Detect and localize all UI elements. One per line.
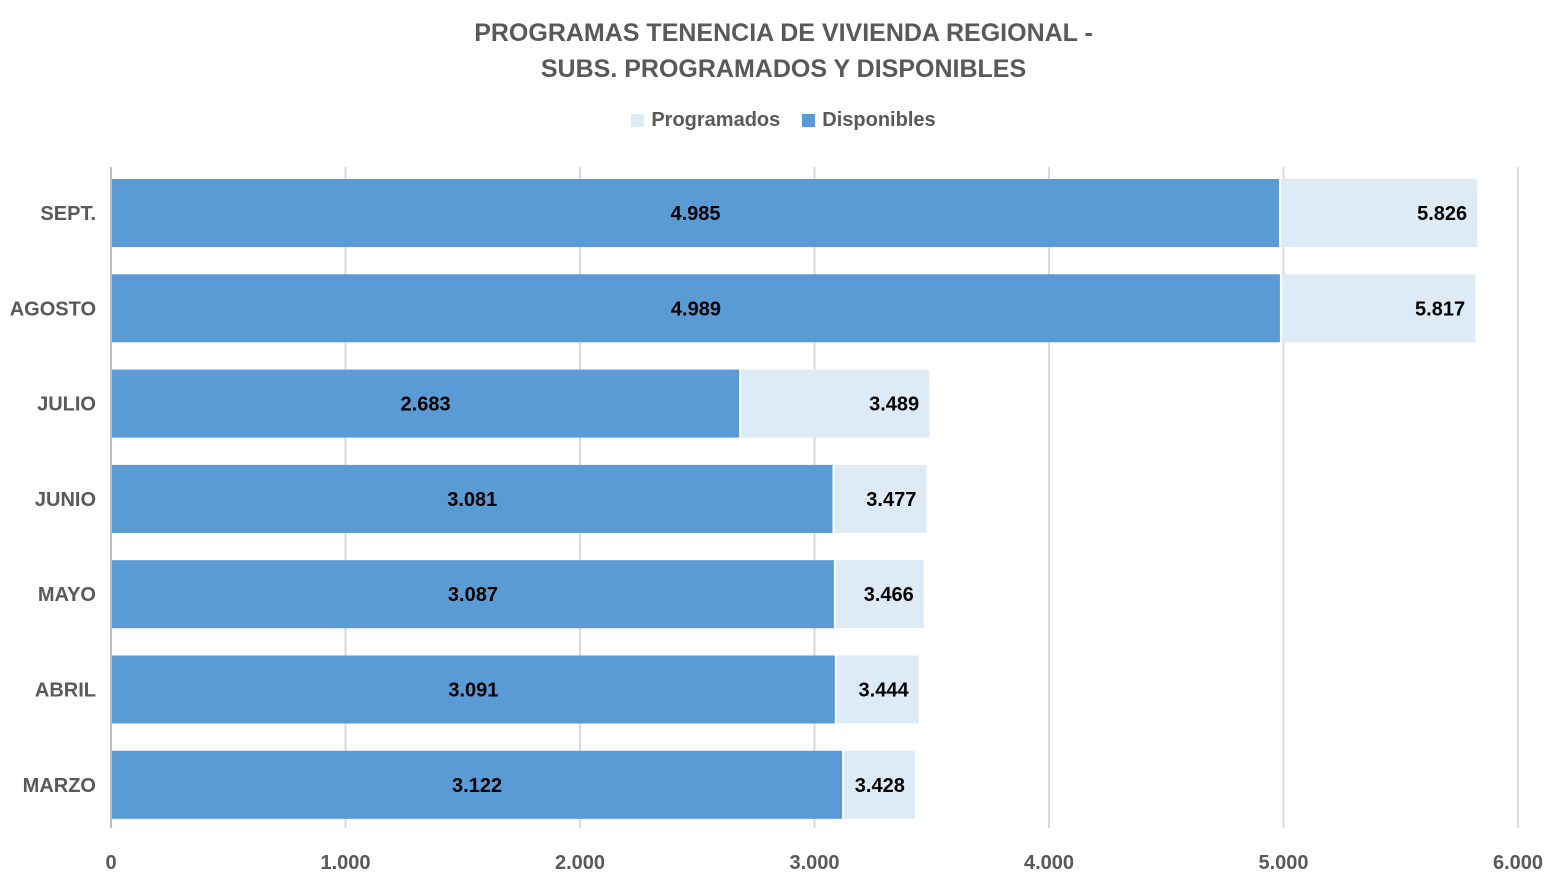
legend-item-disponibles: Disponibles	[802, 109, 936, 132]
legend-label-programados: Programados	[651, 109, 781, 131]
data-label-programados: 3.477	[866, 489, 916, 511]
data-label-programados: 5.817	[1415, 298, 1465, 320]
chart-title-line-1: PROGRAMAS TENENCIA DE VIVIENDA REGIONAL …	[474, 19, 1093, 47]
legend-item-programados: Programados	[631, 109, 780, 132]
chart-title-line-2: SUBS. PROGRAMADOS Y DISPONIBLES	[540, 55, 1027, 83]
data-label-programados: 5.826	[1417, 203, 1467, 225]
data-label-disponibles: 4.989	[671, 298, 721, 320]
category-label: SEPT.	[40, 203, 96, 225]
legend-swatch-disponibles	[802, 114, 816, 127]
x-tick-label: 3.000	[789, 852, 839, 874]
data-label-programados: 3.489	[869, 394, 919, 416]
bar-disponibles	[111, 369, 741, 438]
category-label: MARZO	[23, 775, 96, 797]
data-label-programados: 3.428	[855, 775, 905, 797]
category-label: JUNIO	[35, 489, 96, 511]
data-label-programados: 3.444	[859, 680, 910, 702]
data-label-disponibles: 3.122	[452, 775, 502, 797]
bar-disponibles	[111, 179, 1280, 247]
x-tick-label: 1.000	[320, 852, 370, 874]
x-tick-label: 2.000	[555, 852, 605, 874]
bar-disponibles	[111, 274, 1281, 343]
data-label-disponibles: 2.683	[401, 394, 451, 416]
category-label: JULIO	[37, 394, 96, 416]
bar-disponibles	[111, 560, 835, 629]
x-tick-label: 6.000	[1493, 852, 1543, 874]
x-tick-label: 4.000	[1024, 852, 1074, 874]
bar-disponibles	[111, 655, 836, 724]
data-label-disponibles: 3.091	[448, 680, 498, 702]
x-tick-label: 0	[105, 852, 116, 874]
legend-swatch-programados	[631, 114, 645, 127]
category-label: AGOSTO	[10, 298, 96, 320]
category-label: ABRIL	[35, 680, 96, 702]
legend-label-disponibles: Disponibles	[822, 109, 936, 131]
data-label-disponibles: 3.087	[448, 584, 498, 606]
data-label-disponibles: 3.081	[447, 489, 497, 511]
data-label-programados: 3.466	[864, 584, 914, 606]
x-tick-label: 5.000	[1258, 852, 1308, 874]
bar-disponibles	[111, 750, 844, 819]
category-label: MAYO	[38, 584, 96, 606]
bar-disponibles	[111, 464, 834, 533]
data-label-disponibles: 4.985	[670, 203, 720, 225]
legend: Programados Disponibles	[0, 109, 1567, 132]
